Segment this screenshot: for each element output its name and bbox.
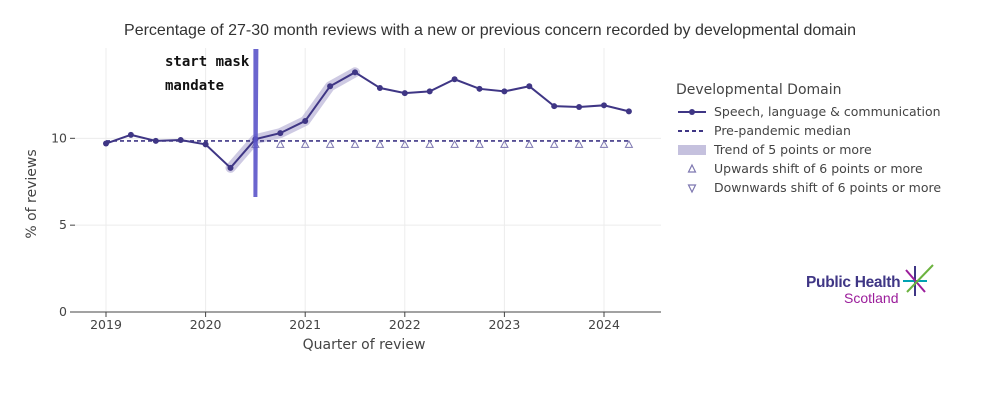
speech-data-point — [526, 83, 533, 90]
legend-line-marker-icon — [678, 108, 706, 115]
legend-label-speech: Speech, language & communication — [714, 104, 941, 119]
upshift-marker — [275, 139, 285, 148]
triangle-down-icon — [687, 183, 697, 193]
logo-star-icon — [903, 264, 934, 296]
speech-data-point — [227, 164, 234, 171]
upshift-marker — [574, 139, 584, 148]
speech-data-point — [152, 137, 159, 144]
speech-data-point — [551, 103, 558, 110]
x-tick-label: 2019 — [90, 317, 122, 332]
speech-data-point — [451, 76, 458, 83]
upshift-marker — [500, 139, 509, 148]
legend-item-speech[interactable]: Speech, language & communication — [676, 102, 941, 121]
x-tick-label: 2024 — [588, 317, 620, 332]
upshift-marker — [425, 139, 435, 148]
legend-item-downshift[interactable]: Downwards shift of 6 points or more — [676, 178, 941, 197]
mask-mandate-marker — [253, 49, 259, 197]
legend-label-upshift: Upwards shift of 6 points or more — [714, 161, 923, 176]
upshift-marker — [599, 139, 609, 148]
logo-line1: Public Health — [806, 274, 901, 291]
upshift-marker — [475, 139, 484, 148]
legend-label-trend: Trend of 5 points or more — [714, 142, 872, 157]
legend: Developmental Domain Speech, language & … — [676, 82, 941, 197]
speech-data-point — [501, 88, 508, 95]
chart-title: Percentage of 27-30 month reviews with a… — [124, 22, 856, 39]
speech-data-point — [352, 69, 358, 76]
annotation-label: start mask — [165, 54, 250, 70]
upshift-marker — [325, 139, 335, 148]
speech-data-point — [302, 117, 309, 124]
legend-band-icon — [678, 144, 706, 155]
speech-data-point — [277, 130, 284, 137]
speech-data-point — [601, 102, 607, 109]
x-tick-label: 2022 — [389, 317, 421, 332]
speech-data-point — [576, 104, 583, 111]
speech-data-point — [127, 131, 134, 138]
x-axis-title: Quarter of review — [303, 337, 426, 353]
upshift-marker — [300, 139, 310, 148]
legend-label-downshift: Downwards shift of 6 points or more — [714, 180, 942, 195]
trend-band — [225, 67, 360, 173]
x-tick-label: 2021 — [289, 317, 321, 332]
legend-item-upshift[interactable]: Upwards shift of 6 points or more — [676, 159, 941, 178]
speech-data-point — [625, 108, 632, 115]
logo-line2: Scotland — [844, 290, 899, 306]
legend-item-median[interactable]: Pre-pandemic median — [676, 121, 941, 140]
public-health-scotland-logo: Public Health Scotland — [806, 264, 936, 312]
triangle-up-icon — [687, 163, 697, 173]
speech-data-point — [103, 140, 109, 147]
x-tick-label: 2020 — [190, 317, 222, 332]
upshift-marker — [375, 139, 385, 148]
upshift-marker — [624, 139, 634, 148]
speech-data-point — [177, 137, 184, 144]
speech-data-point — [426, 88, 433, 95]
speech-data-point — [376, 84, 383, 91]
speech-data-point — [327, 83, 334, 90]
speech-series-line — [105, 71, 630, 170]
legend-item-trend[interactable]: Trend of 5 points or more — [676, 140, 941, 159]
annotation-label: mandate — [165, 78, 224, 94]
y-tick-label: 10 — [51, 130, 67, 145]
y-tick-label: 0 — [59, 304, 67, 319]
upshift-marker — [549, 139, 559, 148]
speech-data-point — [476, 85, 483, 92]
x-tick-label: 2023 — [488, 317, 520, 332]
y-tick-label: 5 — [59, 217, 67, 232]
upshift-marker — [524, 139, 534, 148]
upshift-marker — [350, 139, 360, 148]
legend-dashed-line-icon — [678, 129, 706, 132]
y-axis-title: % of reviews — [24, 149, 40, 238]
speech-data-point — [202, 141, 209, 148]
upshift-marker — [450, 139, 459, 148]
legend-label-median: Pre-pandemic median — [714, 123, 851, 138]
upshift-marker — [400, 139, 410, 148]
legend-title: Developmental Domain — [676, 82, 842, 98]
speech-data-point — [401, 90, 408, 97]
